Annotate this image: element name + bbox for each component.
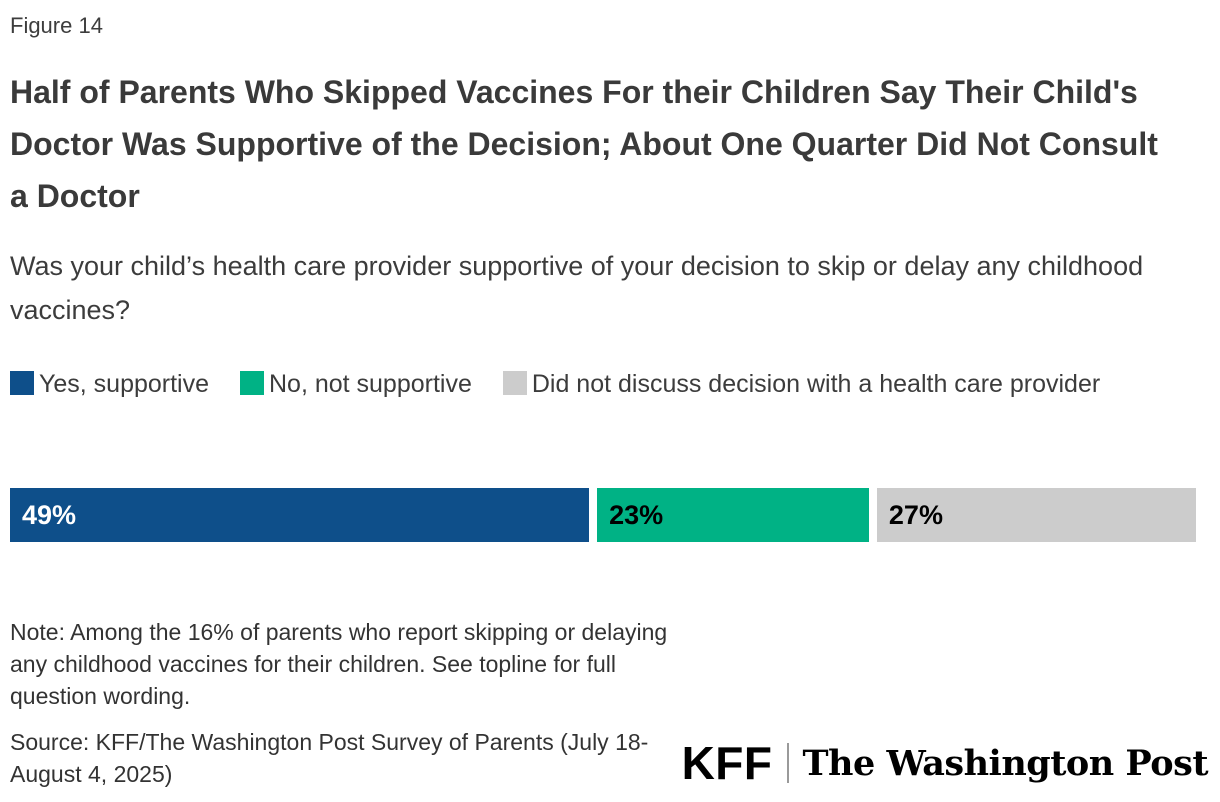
logo-divider xyxy=(786,743,789,783)
legend-item-no-not-supportive: No, not supportive xyxy=(239,370,472,398)
legend-swatch-blue xyxy=(10,371,34,395)
bar-value-label: 49% xyxy=(22,499,77,530)
bar-value-label: 23% xyxy=(609,499,664,530)
chart-legend: Yes, supportive No, not supportive Did n… xyxy=(10,356,1150,412)
source-text: Source: KFF/The Washington Post Survey o… xyxy=(10,729,649,787)
bar-segment-yes-supportive: 49% xyxy=(10,488,590,542)
legend-swatch-gray xyxy=(502,371,527,395)
legend-label: Yes, supportive xyxy=(39,370,210,398)
washington-post-logo: The Washington Post xyxy=(802,742,1209,784)
chart-question: Was your child’s health care provider su… xyxy=(10,251,1144,325)
figure-label: Figure 14 xyxy=(10,13,103,38)
legend-swatch-green xyxy=(239,371,264,395)
stacked-bar: 49% 23% 27% xyxy=(10,488,1196,542)
bar-segment-no-not-supportive: 23% xyxy=(597,488,869,542)
kff-logo: KFF xyxy=(681,737,773,789)
legend-label: No, not supportive xyxy=(268,370,472,398)
bar-value-label: 27% xyxy=(888,499,943,530)
legend-item-yes-supportive: Yes, supportive xyxy=(10,370,209,398)
legend-item-did-not-discuss: Did not discuss decision with a health c… xyxy=(502,370,1101,398)
bar-segment-did-not-discuss: 27% xyxy=(876,488,1196,542)
legend-label: Did not discuss decision with a health c… xyxy=(531,370,1101,398)
note-text: Note: Among the 16% of parents who repor… xyxy=(10,619,668,709)
footer-logos: KFF The Washington Post xyxy=(681,736,1209,790)
chart-title: Half of Parents Who Skipped Vaccines For… xyxy=(10,74,1158,214)
